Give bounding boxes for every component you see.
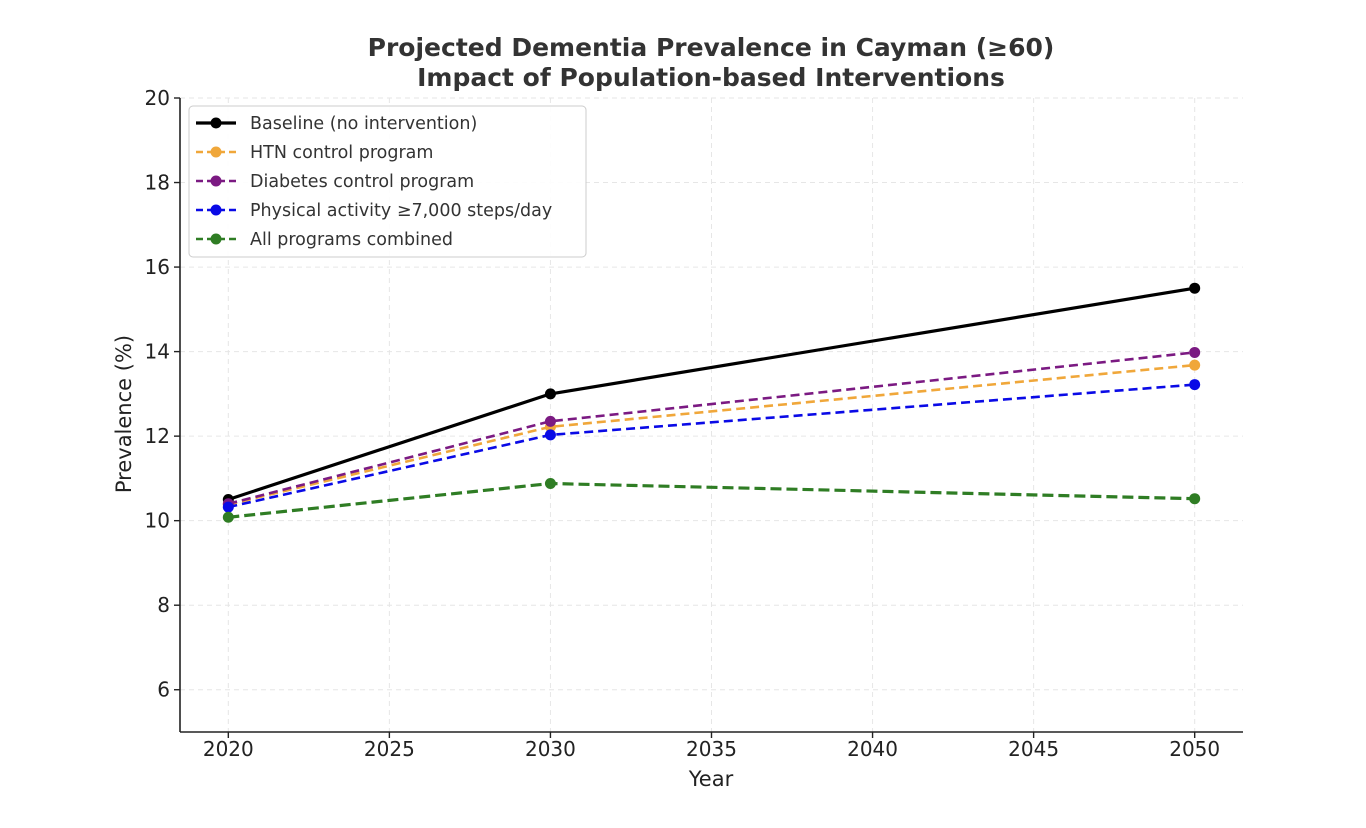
- legend-swatch-marker: [210, 204, 222, 216]
- data-point: [544, 388, 556, 400]
- legend-swatch-marker: [210, 146, 222, 158]
- legend-entry: Diabetes control program: [196, 172, 474, 192]
- y-tick-label: 12: [145, 424, 170, 448]
- legend-swatch-marker: [210, 117, 222, 129]
- x-axis-label: Year: [688, 767, 734, 791]
- legend-swatch-marker: [210, 175, 222, 187]
- legend-label: All programs combined: [250, 230, 453, 250]
- x-tick-label: 2025: [364, 737, 415, 761]
- data-point: [1189, 282, 1201, 294]
- legend-entry: All programs combined: [196, 230, 453, 250]
- x-tick-label: 2020: [203, 737, 254, 761]
- series-2: [222, 346, 1201, 510]
- legend-entry: Physical activity ≥7,000 steps/day: [196, 201, 552, 221]
- series-4: [222, 477, 1201, 523]
- data-point: [1189, 379, 1201, 391]
- y-tick-label: 14: [145, 340, 170, 364]
- x-tick-label: 2050: [1169, 737, 1220, 761]
- data-point: [1189, 346, 1201, 358]
- series-3: [222, 379, 1201, 513]
- data-point: [544, 429, 556, 441]
- legend-entry: Baseline (no intervention): [196, 114, 477, 134]
- x-tick-label: 2045: [1008, 737, 1059, 761]
- chart-subtitle: Impact of Population-based Interventions: [417, 63, 1005, 92]
- data-point: [222, 501, 234, 513]
- y-tick-label: 6: [157, 678, 170, 702]
- y-tick-label: 16: [145, 255, 170, 279]
- y-tick-label: 18: [145, 171, 170, 195]
- y-axis-label: Prevalence (%): [112, 335, 136, 493]
- y-tick-label: 10: [145, 509, 170, 533]
- legend-swatch-marker: [210, 233, 222, 245]
- data-point: [1189, 359, 1201, 371]
- chart-title: Projected Dementia Prevalence in Cayman …: [368, 33, 1055, 62]
- legend-label: Physical activity ≥7,000 steps/day: [250, 201, 552, 221]
- legend-label: HTN control program: [250, 143, 433, 163]
- series-line: [227, 363, 1195, 506]
- x-tick-label: 2030: [525, 737, 576, 761]
- data-point: [544, 477, 556, 489]
- x-tick-label: 2035: [686, 737, 737, 761]
- axes: 2020 2025 2030 2035 2040 2045 2050 6 8 10 12 14 16 18…: [145, 86, 1243, 761]
- grid: [180, 97, 1243, 732]
- series-group: [222, 282, 1201, 523]
- data-point: [222, 511, 234, 523]
- legend: Baseline (no intervention) HTN control pr…: [188, 105, 587, 258]
- legend-label: Baseline (no intervention): [250, 114, 477, 134]
- legend-frame: [188, 105, 587, 258]
- x-tick-label: 2040: [847, 737, 898, 761]
- data-point: [544, 415, 556, 427]
- legend-label: Diabetes control program: [250, 172, 474, 192]
- data-point: [1189, 493, 1201, 505]
- y-tick-label: 20: [145, 86, 170, 110]
- y-tick-label: 8: [157, 593, 170, 617]
- series-line: [227, 351, 1195, 506]
- legend-entry: HTN control program: [196, 143, 433, 163]
